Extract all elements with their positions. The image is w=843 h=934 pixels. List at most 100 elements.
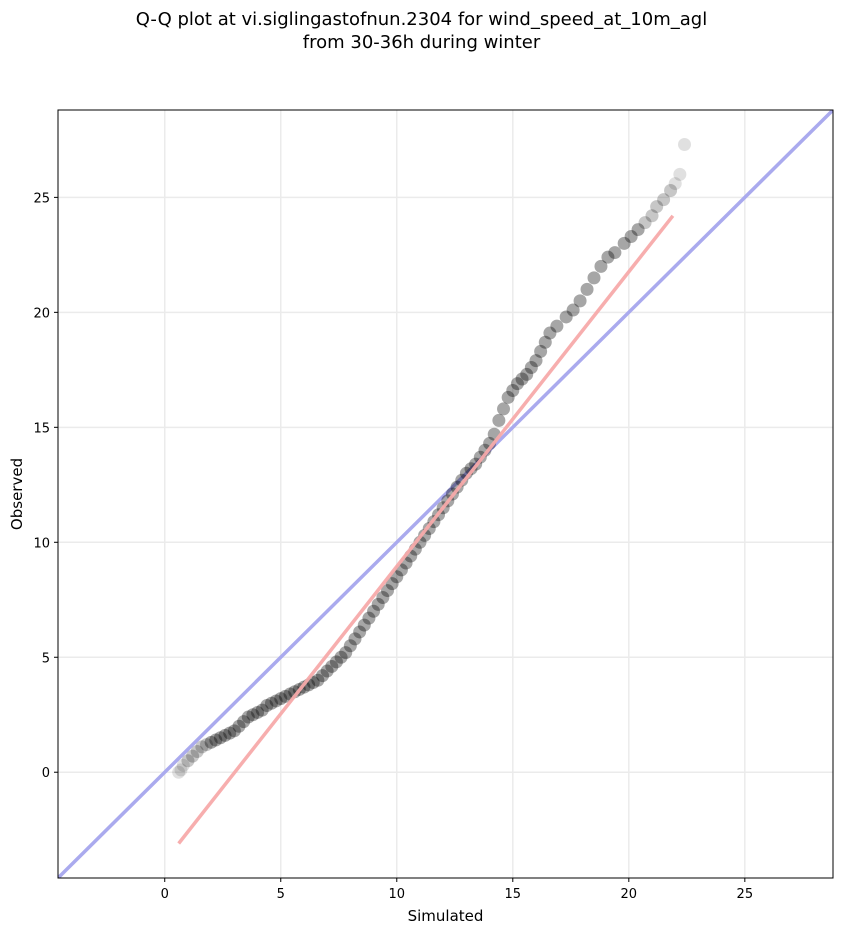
data-point <box>339 646 353 660</box>
data-point <box>237 715 251 729</box>
data-point <box>664 183 678 197</box>
y-tick-label: 15 <box>33 421 50 436</box>
data-point <box>566 303 580 317</box>
data-point <box>186 749 200 763</box>
x-tick-label: 15 <box>505 887 522 902</box>
chart-subtitle: from 30-36h during winter <box>302 32 541 53</box>
data-point <box>223 726 237 740</box>
data-point <box>174 763 188 777</box>
data-point <box>190 745 204 759</box>
data-point <box>213 731 227 745</box>
data-point <box>677 137 691 151</box>
chart-title: Q-Q plot at vi.siglingastofnun.2304 for … <box>135 9 708 30</box>
data-point <box>524 361 538 375</box>
x-tick-label: 10 <box>388 887 405 902</box>
points-layer <box>172 137 691 779</box>
data-point <box>181 754 195 768</box>
data-point <box>492 413 506 427</box>
data-point <box>264 696 278 710</box>
data-point <box>520 367 534 381</box>
data-point <box>506 384 520 398</box>
y-tick-label: 5 <box>42 651 50 666</box>
x-axis-label: Simulated <box>408 907 484 925</box>
data-point <box>311 673 325 687</box>
data-point <box>227 724 241 738</box>
data-point <box>353 625 367 639</box>
data-point <box>218 728 232 742</box>
data-point <box>673 167 687 181</box>
data-point <box>657 193 671 207</box>
x-tick-label: 5 <box>277 887 285 902</box>
data-point <box>176 758 190 772</box>
grid-layer <box>58 110 833 878</box>
x-tick-label: 0 <box>161 887 169 902</box>
x-tick-label: 25 <box>737 887 754 902</box>
data-point <box>232 719 246 733</box>
data-point <box>200 738 214 752</box>
y-tick-label: 20 <box>33 306 50 321</box>
data-point <box>329 655 343 669</box>
data-point <box>371 597 385 611</box>
data-point <box>269 694 283 708</box>
data-point <box>260 699 274 713</box>
data-point <box>343 639 357 653</box>
data-point <box>209 733 223 747</box>
data-point <box>278 689 292 703</box>
data-point <box>251 705 265 719</box>
data-point <box>362 611 376 625</box>
data-point <box>608 246 622 260</box>
data-point <box>501 390 515 404</box>
data-point <box>246 708 260 722</box>
data-point <box>390 570 404 584</box>
plot-frame <box>57 109 834 879</box>
data-point <box>255 703 269 717</box>
y-tick-label: 10 <box>33 536 50 551</box>
data-point <box>288 685 302 699</box>
data-point <box>580 282 594 296</box>
data-point <box>529 354 543 368</box>
data-point <box>195 740 209 754</box>
identity-layer <box>58 110 833 878</box>
data-point <box>559 310 573 324</box>
identity-line <box>58 110 833 878</box>
y-tick-label: 0 <box>42 766 50 781</box>
x-tick-label: 20 <box>621 887 638 902</box>
data-point <box>367 604 381 618</box>
data-point <box>624 229 638 243</box>
data-point <box>380 584 394 598</box>
data-point <box>418 528 432 542</box>
data-point <box>455 473 469 487</box>
data-point <box>241 710 255 724</box>
data-point <box>534 344 548 358</box>
data-point <box>348 632 362 646</box>
data-point <box>668 177 682 191</box>
data-point <box>325 659 339 673</box>
data-point <box>320 664 334 678</box>
data-point <box>617 236 631 250</box>
data-point <box>385 577 399 591</box>
data-point <box>550 319 564 333</box>
data-point <box>172 765 186 779</box>
data-point <box>515 372 529 386</box>
data-point <box>478 443 492 457</box>
data-point <box>638 216 652 230</box>
data-point <box>587 271 601 285</box>
data-point <box>316 669 330 683</box>
y-axis-label: Observed <box>8 458 26 530</box>
fit-layer <box>177 214 675 845</box>
data-point <box>376 590 390 604</box>
ticks-layer: 0 5 10 15 20 25 0 5 10 15 20 25 <box>33 191 753 902</box>
data-point <box>334 650 348 664</box>
data-point <box>497 402 511 416</box>
y-tick-label: 25 <box>33 191 50 206</box>
data-point <box>594 259 608 273</box>
fit-line <box>177 214 675 845</box>
data-point <box>650 200 664 214</box>
data-point <box>601 250 615 264</box>
data-point <box>573 294 587 308</box>
data-point <box>204 735 218 749</box>
data-point <box>510 377 524 391</box>
data-point <box>538 335 552 349</box>
